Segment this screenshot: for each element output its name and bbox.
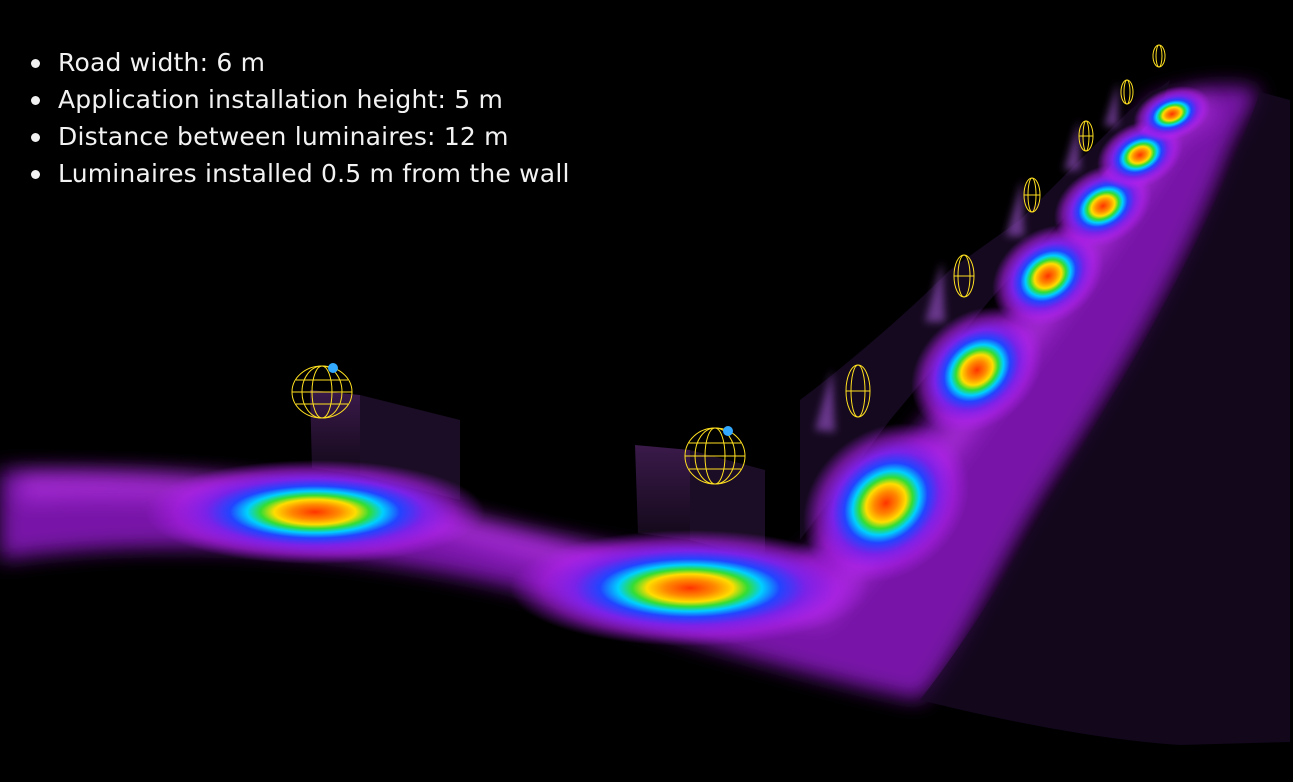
luminaire-wireframes — [291, 44, 1166, 485]
spec-luminaire-distance: Distance between luminaires: 12 m — [28, 118, 570, 155]
spec-wall-offset: Luminaires installed 0.5 m from the wall — [28, 155, 570, 192]
bullet-icon — [31, 133, 40, 142]
luminaire-icon — [291, 363, 353, 419]
spec-wall-offset-text: Luminaires installed 0.5 m from the wall — [58, 159, 570, 188]
luminaire-icon — [684, 426, 746, 485]
wall-light-cones — [815, 82, 1118, 432]
isolux-spot — [992, 224, 1104, 328]
isolux-spots-left — [145, 460, 870, 646]
spec-luminaire-distance-text: Distance between luminaires: 12 m — [58, 122, 509, 151]
isolux-spot — [510, 530, 870, 646]
bullet-icon — [31, 59, 40, 68]
isolux-spot — [1133, 85, 1211, 143]
luminaire-icon — [953, 254, 975, 298]
luminaire-icon — [1023, 177, 1041, 213]
spec-list: Road width: 6 m Application installation… — [28, 44, 570, 192]
isolux-spot — [802, 423, 970, 583]
spec-road-width-text: Road width: 6 m — [58, 48, 266, 77]
bullet-icon — [31, 170, 40, 179]
luminaire-icon — [1078, 120, 1094, 152]
spec-installation-height: Application installation height: 5 m — [28, 81, 570, 118]
bullet-icon — [31, 96, 40, 105]
isolux-spot — [145, 460, 485, 564]
luminaire-icon — [1120, 79, 1134, 105]
spec-road-width: Road width: 6 m — [28, 44, 570, 81]
spec-installation-height-text: Application installation height: 5 m — [58, 85, 504, 114]
luminaire-icon — [1152, 44, 1166, 68]
isolux-spots-right — [802, 85, 1211, 583]
luminaire-icon — [845, 364, 871, 418]
isolux-spot — [911, 306, 1043, 434]
